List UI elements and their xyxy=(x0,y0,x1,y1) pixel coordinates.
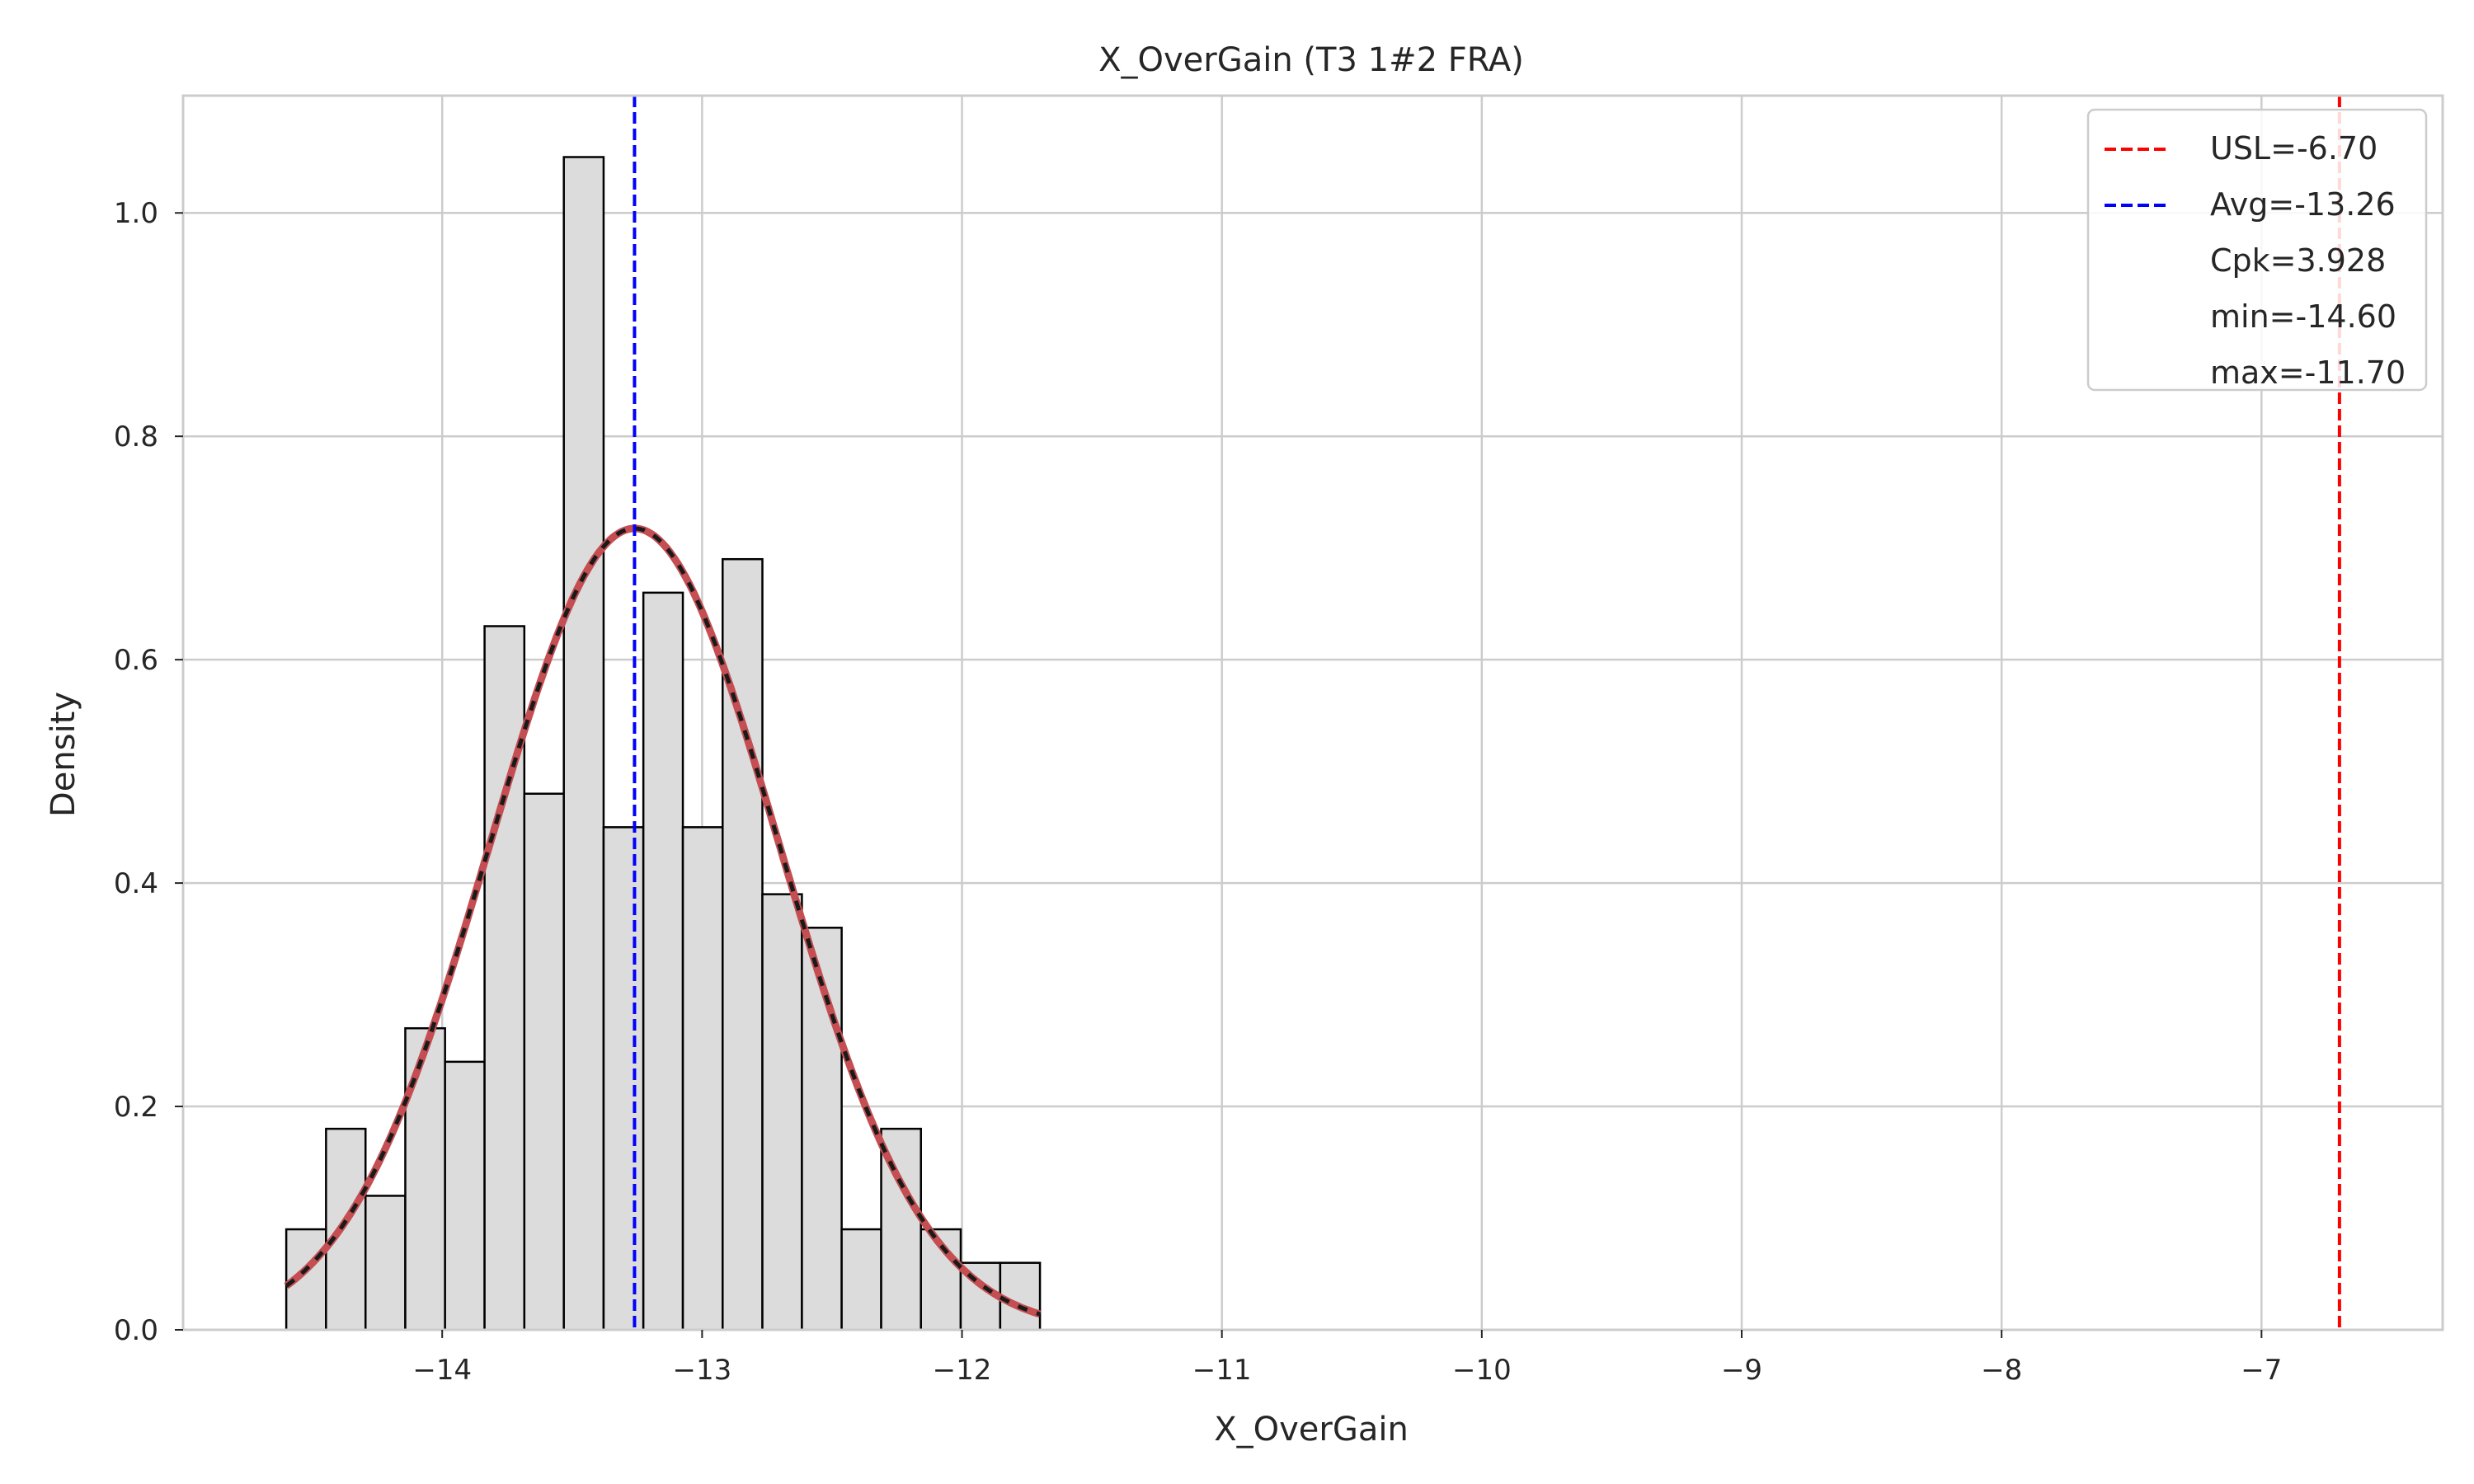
y-tick-label: 0.6 xyxy=(114,644,158,677)
y-axis-label: Density xyxy=(45,692,82,817)
kde-curve xyxy=(285,526,1041,1317)
y-axis-ticks: 0.0 0.2 0.4 0.6 0.8 1.0 xyxy=(114,197,183,1347)
x-tick-label: −7 xyxy=(2241,1354,2282,1387)
y-tick-label: 0.0 xyxy=(114,1314,158,1347)
x-tick-label: −11 xyxy=(1192,1354,1252,1387)
histogram-bar xyxy=(562,156,605,1331)
legend-entry: Avg=-13.26 xyxy=(2210,186,2396,223)
histogram-bar xyxy=(364,1195,407,1331)
x-tick-label: −12 xyxy=(933,1354,992,1387)
x-tick-label: −13 xyxy=(672,1354,731,1387)
legend-box xyxy=(2086,108,2428,392)
y-tick-label: 0.2 xyxy=(114,1091,158,1124)
histogram-bar xyxy=(602,826,645,1331)
legend-entry: max=-11.70 xyxy=(2210,355,2406,391)
histogram-bar xyxy=(404,1026,446,1331)
x-tick-label: −14 xyxy=(412,1354,472,1387)
histogram-bar xyxy=(444,1060,486,1331)
x-tick-label: −9 xyxy=(1721,1354,1762,1387)
legend-entry: USL=-6.70 xyxy=(2210,130,2378,167)
histogram-bar xyxy=(642,591,684,1331)
plot-frame xyxy=(181,94,2444,1331)
histogram-bar xyxy=(761,893,803,1331)
chart-title: X_OverGain (T3 1#2 FRA) xyxy=(1098,41,1524,79)
x-axis-ticks: −14 −13 −12 −11 −10 −9 −8 −7 xyxy=(412,1330,2282,1387)
legend: USL=-6.70 Avg=-13.26 Cpk=3.928 min=-14.60 ma… xyxy=(2086,108,2428,392)
legend-entry: min=-14.60 xyxy=(2210,298,2396,335)
x-tick-label: −8 xyxy=(1981,1354,2022,1387)
histogram-bar xyxy=(681,826,724,1331)
histogram-bar xyxy=(840,1228,882,1331)
density-curves xyxy=(284,524,1042,1318)
histogram-bar xyxy=(523,792,565,1331)
y-tick-label: 0.4 xyxy=(114,867,158,900)
x-axis-label: X_OverGain xyxy=(1214,1411,1409,1449)
histogram-bar xyxy=(483,625,526,1331)
y-tick-label: 0.8 xyxy=(114,420,158,453)
x-tick-label: −10 xyxy=(1452,1354,1512,1387)
histogram-bar xyxy=(325,1127,367,1331)
legend-entry: Cpk=3.928 xyxy=(2210,242,2386,279)
y-tick-label: 1.0 xyxy=(114,197,158,230)
